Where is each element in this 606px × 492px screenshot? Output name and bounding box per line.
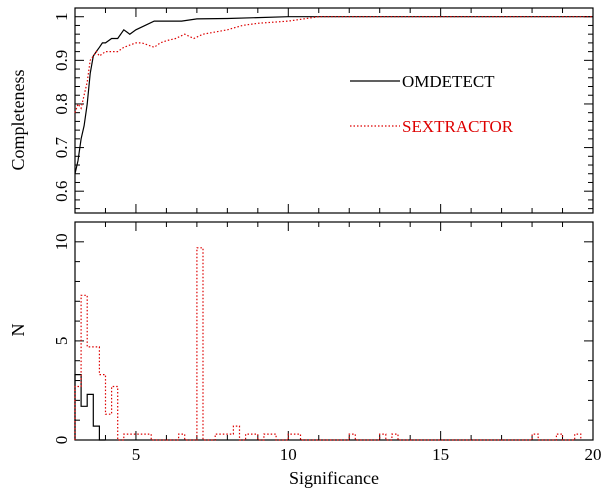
x-tick-label: 15 <box>432 445 449 464</box>
completeness-y-tick-label: 0.7 <box>52 136 71 158</box>
legend-label-sextractor: SEXTRACTOR <box>402 117 514 136</box>
significance-axis-label: Significance <box>289 468 379 488</box>
x-tick-label: 10 <box>280 445 297 464</box>
x-tick-label: 20 <box>585 445 602 464</box>
completeness-line-sextractor <box>74 16 593 113</box>
histogram-panel: 5 10 15 20 0 5 10 N Significance <box>8 221 602 488</box>
count-axis-label: N <box>8 324 28 337</box>
completeness-y-tick-label: 1 <box>52 12 71 21</box>
completeness-panel: 0.6 0.7 0.8 0.9 1 Completeness OMDETECT SEXT… <box>8 7 594 214</box>
legend: OMDETECT SEXTRACTOR <box>350 72 514 136</box>
histogram-y-tick-label: 0 <box>52 436 71 445</box>
completeness-y-tick-label: 0.6 <box>52 181 71 202</box>
histogram-step-omdetect <box>74 374 106 441</box>
completeness-plot-frame <box>74 7 594 214</box>
legend-label-omdetect: OMDETECT <box>402 72 495 91</box>
x-tick-label: 5 <box>132 445 141 464</box>
completeness-line-omdetect <box>74 16 593 174</box>
histogram-step-sextractor <box>74 247 582 441</box>
histogram-y-tick-label: 10 <box>52 233 71 250</box>
completeness-y-tick-label: 0.9 <box>52 50 71 71</box>
histogram-plot-frame <box>74 221 594 441</box>
completeness-axis-label: Completeness <box>8 70 28 171</box>
histogram-y-tick-label: 5 <box>52 337 71 346</box>
completeness-y-tick-label: 0.8 <box>52 93 71 114</box>
